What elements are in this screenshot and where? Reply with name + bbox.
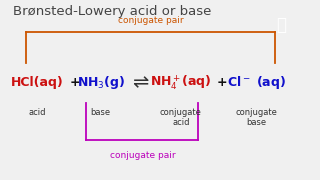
Text: +: +: [217, 76, 228, 89]
Text: Cl$^-$ (aq): Cl$^-$ (aq): [227, 74, 285, 91]
Text: HCl(aq): HCl(aq): [11, 76, 63, 89]
Text: conjugate
acid: conjugate acid: [160, 108, 202, 127]
Text: conjugate pair: conjugate pair: [109, 151, 175, 160]
Text: +: +: [70, 76, 81, 89]
Text: NH$_4^+$(aq): NH$_4^+$(aq): [150, 73, 212, 92]
Text: NH$_3$(g): NH$_3$(g): [77, 74, 125, 91]
Text: Brønsted-Lowery acid or base: Brønsted-Lowery acid or base: [13, 5, 211, 18]
Text: $\rightleftharpoons$: $\rightleftharpoons$: [129, 73, 150, 92]
Text: conjugate
base: conjugate base: [235, 108, 277, 127]
Text: 📷: 📷: [276, 16, 287, 34]
Text: base: base: [91, 108, 111, 117]
Text: conjugate pair: conjugate pair: [117, 16, 183, 25]
Text: acid: acid: [28, 108, 45, 117]
